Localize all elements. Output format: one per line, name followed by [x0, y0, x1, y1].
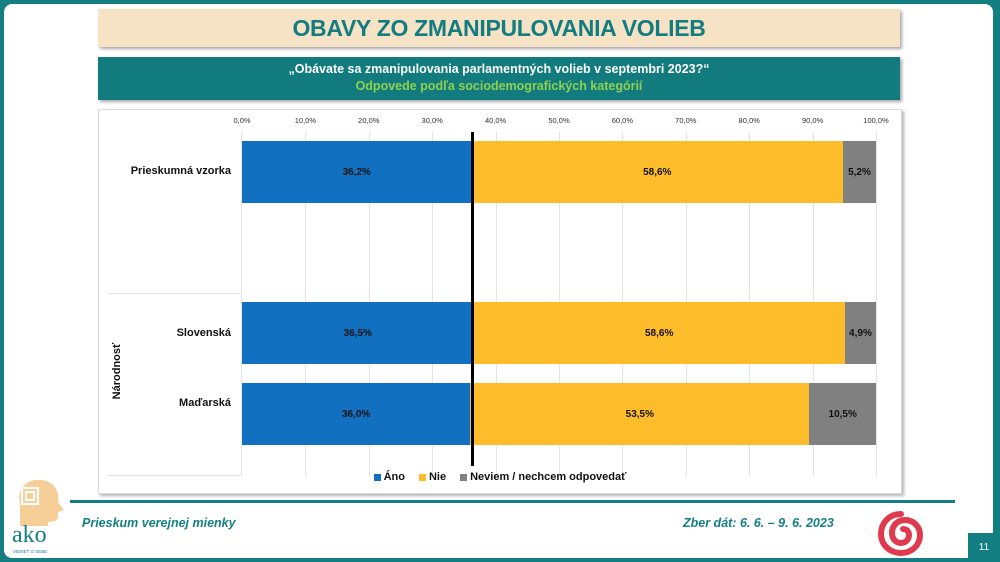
bar-segment-nie: 58,6%: [471, 141, 844, 203]
legend-label-ano: Áno: [383, 471, 405, 483]
x-tick-label: 10,0%: [294, 116, 317, 125]
x-tick-label: 40,0%: [484, 116, 507, 125]
swirl-logo-icon: [877, 510, 924, 557]
legend-item-nie: Nie: [418, 471, 447, 483]
bar-row: 36,2% 58,6% 5,2%: [242, 141, 876, 203]
group-label-nationality: Národnosť: [111, 342, 123, 400]
bar-segment-nie: 53,5%: [470, 383, 810, 445]
category-label-slovak: Slovenská: [176, 327, 231, 339]
bar-segment-nev: 10,5%: [809, 383, 876, 445]
x-tick-label: 100,0%: [863, 116, 889, 125]
gridline: [876, 132, 877, 476]
x-tick-label: 20,0%: [358, 116, 380, 125]
bar-row: 36,0% 53,5% 10,5%: [242, 383, 876, 445]
title-banner: OBAVY ZO ZMANIPULOVANIA VOLIEB: [98, 9, 900, 47]
bar-segment-nie: 58,6%: [473, 302, 845, 364]
legend-swatch-neviem: [460, 473, 468, 481]
footer-survey-label: Prieskum verejnej mienky: [82, 516, 236, 530]
question-banner: „Obávate sa zmanipulovania parlamentných…: [98, 57, 900, 100]
x-tick-label: 70,0%: [675, 116, 697, 125]
bar-segment-nev: 5,2%: [843, 141, 876, 203]
bar-segment-ano: 36,5%: [242, 302, 474, 364]
legend-label-neviem: Neviem / nechcem odpovedať: [470, 471, 627, 483]
page-number: 11: [968, 533, 1000, 562]
category-label-sample: Prieskumná vzorka: [130, 165, 231, 177]
ako-head-icon: ako VEDIEŤ O SEBE: [12, 479, 64, 554]
x-tick-label: 60,0%: [611, 116, 634, 125]
x-tick-label: 50,0%: [548, 116, 570, 125]
category-panel: [99, 132, 242, 476]
reference-line: [470, 132, 474, 466]
legend-item-neviem: Neviem / nechcem odpovedať: [460, 471, 626, 483]
x-tick-label: 30,0%: [421, 116, 443, 125]
bar-segment-nev: 4,9%: [844, 302, 876, 364]
stacked-bar-chart: 0,0% 10,0% 20,0% 30,0% 40,0% 50,0% 60,0% 70,0% 8…: [98, 109, 902, 494]
svg-text:VEDIEŤ O SEBE: VEDIEŤ O SEBE: [13, 547, 47, 554]
bar-row: 36,5% 58,6% 4,9%: [242, 302, 876, 364]
group-separator: [107, 293, 241, 294]
x-tick-label: 80,0%: [738, 116, 760, 125]
chart-legend: Áno Nie Neviem / nechcem odpovedať: [99, 471, 901, 483]
footer-date-range: Zber dát: 6. 6. – 9. 6. 2023: [683, 516, 834, 530]
bar-segment-ano: 36,2%: [242, 141, 472, 203]
x-tick-label: 0,0%: [233, 116, 251, 125]
slide-title: OBAVY ZO ZMANIPULOVANIA VOLIEB: [292, 14, 706, 41]
footer-divider: [70, 500, 955, 503]
legend-label-nie: Nie: [428, 471, 447, 483]
svg-text:ako: ako: [12, 522, 47, 548]
group-separator: [107, 475, 241, 476]
bar-segment-ano: 36,0%: [242, 383, 471, 445]
ako-logo: ako VEDIEŤ O SEBE: [10, 476, 70, 556]
category-label-hungarian: Maďarská: [179, 397, 231, 409]
legend-swatch-ano: [373, 473, 381, 481]
legend-item-ano: Áno: [373, 471, 405, 483]
survey-question: „Obávate sa zmanipulovania parlamentných…: [288, 62, 710, 76]
legend-swatch-nie: [418, 473, 426, 481]
x-tick-label: 90,0%: [801, 116, 824, 125]
chart-subtitle: Odpovede podľa sociodemografických kateg…: [355, 79, 643, 93]
